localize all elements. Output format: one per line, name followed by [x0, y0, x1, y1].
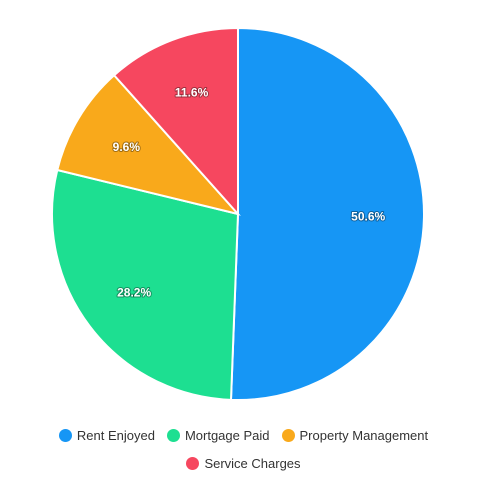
pie-value-labels: 50.6% 28.2% 9.6% 11.6% — [112, 84, 387, 300]
legend-swatch — [166, 429, 180, 442]
legend-swatch — [58, 429, 72, 442]
pie-slice-mortgage-paid[interactable] — [51, 168, 240, 401]
legend-swatch — [186, 457, 200, 470]
legend-label: Service Charges — [204, 456, 301, 471]
pie-value-label-rent-enjoyed: 50.6% — [351, 209, 385, 223]
pie-value-label-service-charges: 11.6% — [175, 85, 209, 99]
pie-value-label-mortgage-paid: 28.2% — [117, 286, 151, 300]
legend-item-service-charges[interactable]: Service Charges — [186, 456, 301, 471]
legend-swatch — [281, 429, 295, 442]
legend-label: Mortgage Paid — [184, 428, 270, 443]
pie-chart: 50.6% 28.2% 9.6% 11.6% — [51, 26, 425, 401]
legend-item-rent-enjoyed[interactable]: Rent Enjoyed — [58, 428, 155, 443]
pie-slice-rent-enjoyed[interactable] — [229, 26, 425, 401]
pie-value-label-property-management: 9.6% — [113, 140, 141, 154]
legend-item-mortgage-paid[interactable]: Mortgage Paid — [166, 428, 270, 443]
legend-label: Rent Enjoyed — [76, 428, 155, 443]
pie-slice-property-management[interactable] — [56, 73, 241, 216]
legend-label: Property Management — [299, 428, 429, 443]
legend-row-1: Rent Enjoyed Mortgage Paid Property Mana… — [0, 428, 487, 443]
legend-item-property-management[interactable]: Property Management — [281, 428, 429, 443]
legend-row-2: Service Charges — [0, 456, 487, 471]
pie-slices — [51, 26, 425, 401]
pie-slice-service-charges[interactable] — [112, 26, 239, 217]
